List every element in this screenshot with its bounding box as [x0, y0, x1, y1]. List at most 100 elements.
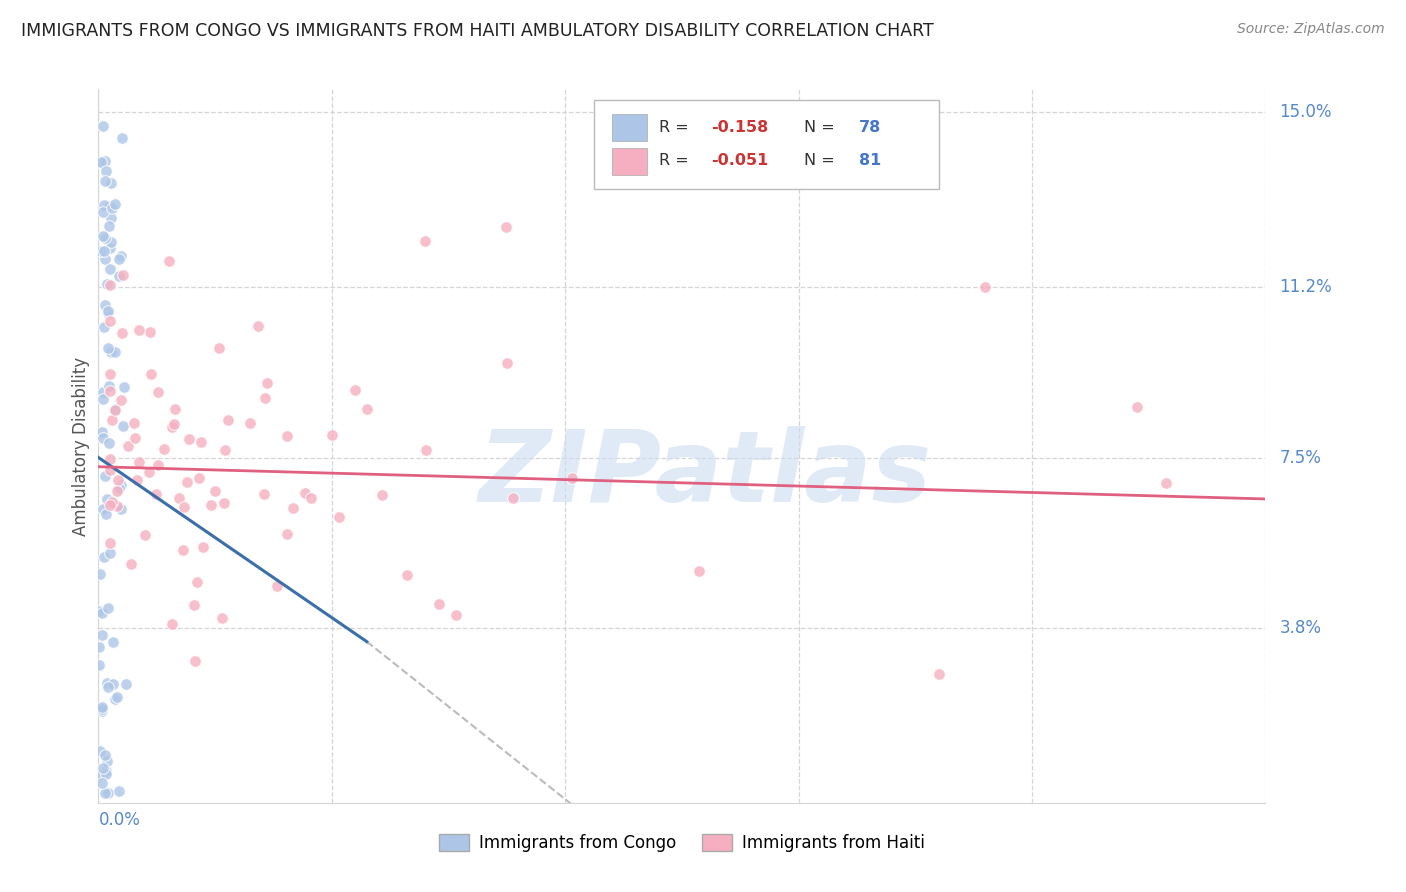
Point: [105, 499, 128, 513]
Point: [256, 376, 278, 391]
Text: ZIPatlas: ZIPatlas: [478, 426, 932, 523]
Point: [98, 241, 121, 255]
Point: [214, 443, 236, 458]
Point: [101, 494, 124, 508]
Point: [100, 413, 122, 427]
Y-axis label: Ambulatory Disability: Ambulatory Disability: [72, 357, 90, 535]
Point: [169, 491, 191, 505]
Point: [89, 768, 111, 782]
Point: [128, 455, 150, 469]
Point: [122, 416, 145, 430]
Point: [91, 606, 114, 620]
Point: [281, 500, 304, 515]
Point: [108, 269, 131, 284]
Point: [104, 691, 127, 706]
Point: [91, 120, 114, 134]
Point: [90, 425, 112, 439]
Point: [561, 471, 583, 485]
Point: [101, 635, 124, 649]
Point: [107, 473, 129, 487]
Text: 0.0%: 0.0%: [98, 812, 141, 830]
Point: [190, 434, 212, 449]
Point: [125, 473, 148, 487]
Point: [98, 463, 121, 477]
Text: 11.2%: 11.2%: [1279, 278, 1331, 296]
Point: [254, 391, 277, 405]
Point: [276, 527, 298, 541]
Point: [96, 492, 118, 507]
Point: [157, 254, 180, 268]
Point: [91, 385, 114, 400]
Point: [177, 432, 200, 446]
Point: [266, 579, 288, 593]
Point: [186, 575, 208, 590]
Point: [928, 666, 950, 681]
Point: [172, 543, 194, 558]
Point: [98, 277, 121, 292]
Point: [146, 458, 169, 473]
Point: [187, 471, 209, 485]
Point: [108, 252, 131, 266]
Point: [91, 392, 114, 406]
Point: [163, 401, 186, 416]
Point: [100, 261, 122, 276]
Point: [193, 540, 215, 554]
Point: [94, 153, 117, 168]
Point: [138, 465, 160, 479]
Point: [90, 154, 112, 169]
Point: [91, 501, 114, 516]
Point: [90, 155, 112, 169]
Point: [427, 597, 450, 611]
Point: [104, 345, 127, 359]
Text: -0.158: -0.158: [711, 120, 768, 135]
Point: [87, 640, 110, 654]
Point: [97, 304, 120, 318]
Point: [1126, 400, 1149, 414]
Point: [90, 700, 112, 714]
Point: [90, 701, 112, 715]
Point: [160, 420, 183, 434]
Point: [124, 431, 146, 445]
Point: [98, 314, 121, 328]
Point: [93, 748, 115, 763]
Point: [139, 367, 162, 381]
Point: [98, 198, 121, 212]
Point: [152, 442, 174, 456]
Point: [100, 211, 122, 226]
Point: [100, 345, 122, 359]
Point: [101, 201, 124, 215]
Bar: [612, 114, 647, 141]
Point: [120, 557, 142, 571]
Point: [246, 319, 269, 334]
Point: [112, 419, 135, 434]
Point: [495, 220, 517, 235]
Point: [138, 325, 160, 339]
Point: [87, 657, 110, 672]
Point: [502, 491, 524, 506]
Point: [89, 744, 111, 758]
Point: [415, 442, 437, 457]
Point: [98, 546, 121, 560]
Point: [97, 786, 120, 800]
Point: [328, 510, 350, 524]
Point: [413, 234, 436, 248]
Point: [93, 549, 115, 564]
Point: [98, 498, 121, 512]
Point: [396, 568, 419, 582]
Point: [94, 298, 117, 312]
Point: [91, 628, 114, 642]
Point: [94, 252, 117, 266]
Point: [94, 786, 117, 800]
Point: [134, 528, 156, 542]
Point: [96, 754, 118, 768]
Text: 15.0%: 15.0%: [1279, 103, 1331, 121]
Point: [98, 219, 121, 233]
Text: 78: 78: [859, 120, 882, 135]
Point: [94, 174, 117, 188]
Point: [104, 402, 127, 417]
Point: [294, 486, 316, 500]
Point: [97, 600, 120, 615]
Point: [87, 604, 110, 618]
Point: [96, 767, 118, 781]
Legend: Immigrants from Congo, Immigrants from Haiti: Immigrants from Congo, Immigrants from H…: [433, 827, 931, 859]
